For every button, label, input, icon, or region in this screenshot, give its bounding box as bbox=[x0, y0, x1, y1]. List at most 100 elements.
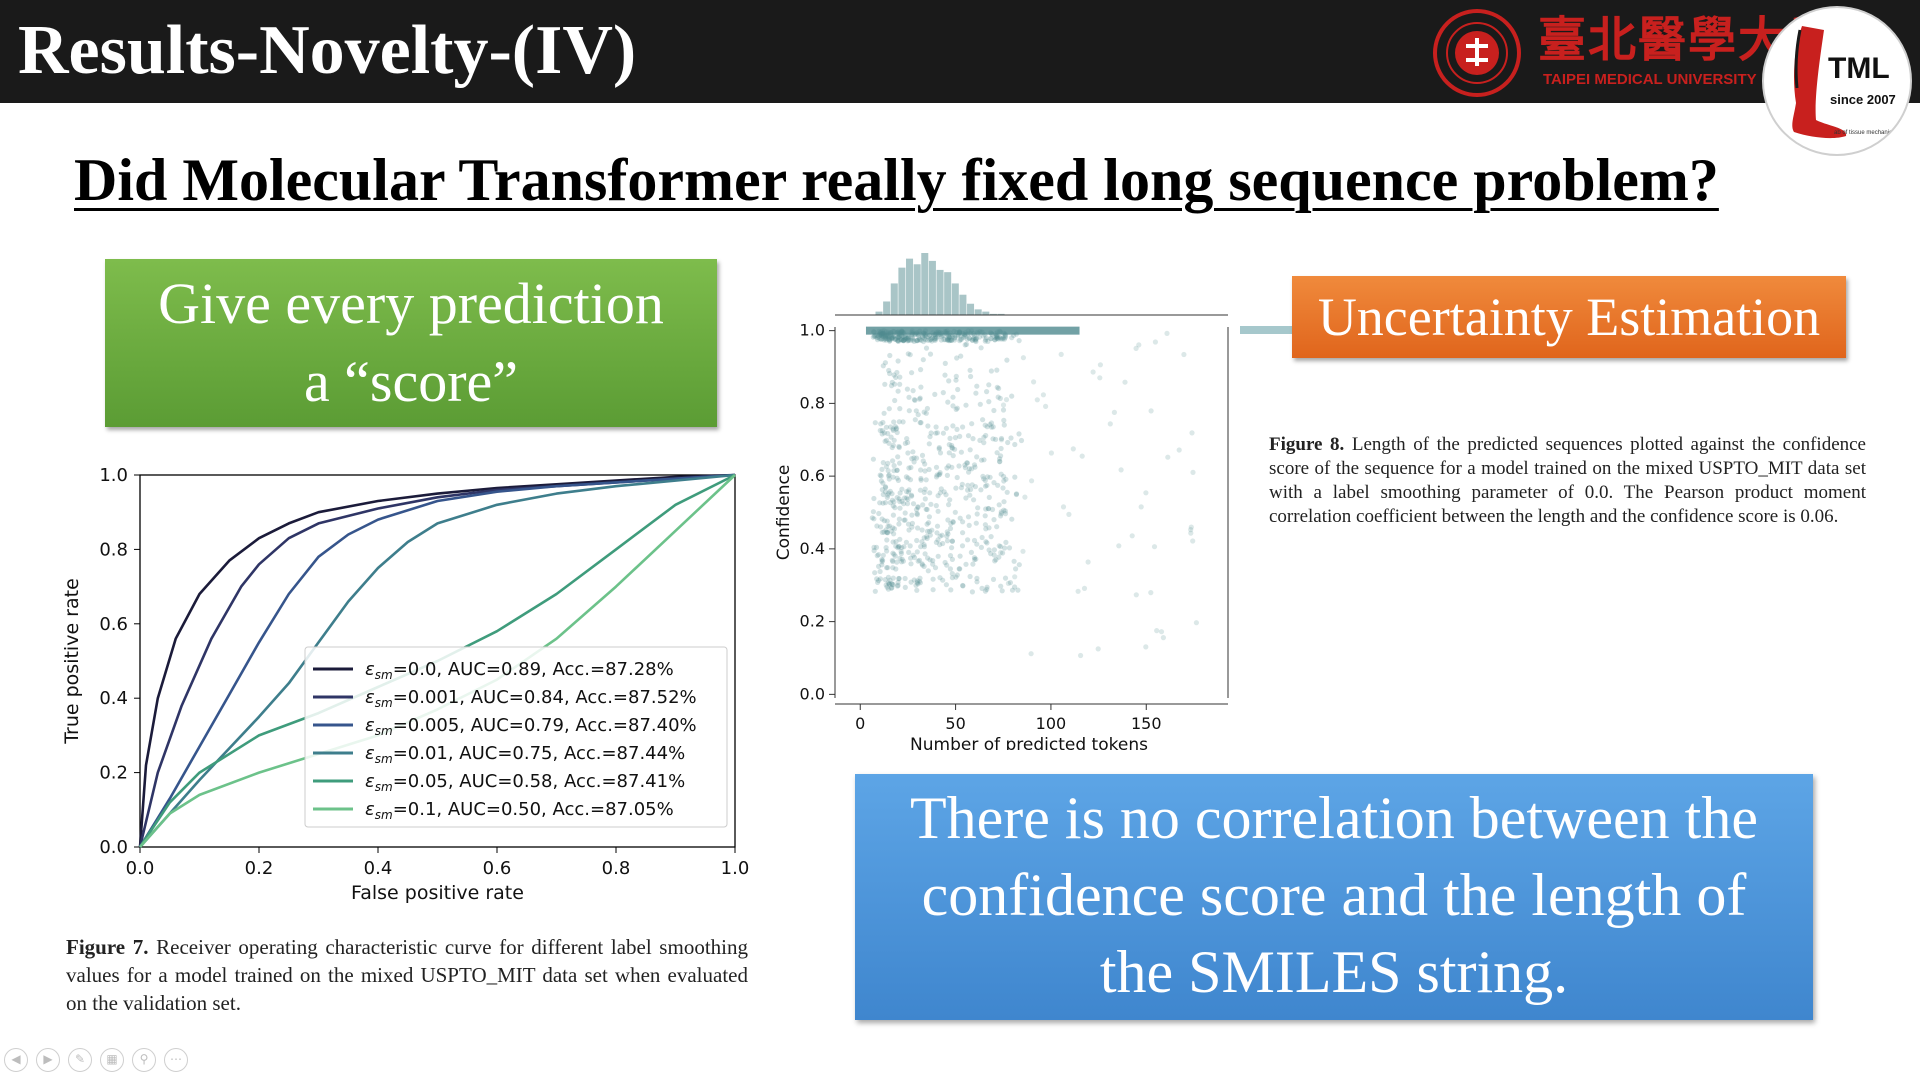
scatter-point bbox=[905, 334, 911, 340]
scatter-point bbox=[909, 512, 915, 518]
scatter-point bbox=[883, 582, 889, 588]
roc-x-tick-label: 0.6 bbox=[483, 858, 512, 879]
scatter-point bbox=[904, 501, 911, 507]
scatter-point bbox=[1165, 454, 1171, 460]
scatter-y-tick-label: 0.6 bbox=[800, 466, 825, 485]
scatter-point bbox=[898, 336, 904, 343]
scatter-point bbox=[909, 336, 916, 342]
scatter-point bbox=[900, 337, 906, 343]
scatter-point bbox=[915, 558, 921, 564]
scatter-point bbox=[933, 539, 939, 545]
scatter-point bbox=[996, 336, 1002, 342]
scatter-point bbox=[926, 520, 932, 526]
scatter-point bbox=[996, 334, 1002, 340]
scatter-point bbox=[907, 543, 913, 549]
scatter-point bbox=[880, 552, 886, 558]
scatter-point bbox=[878, 478, 884, 484]
scatter-point bbox=[1016, 338, 1022, 344]
scatter-point bbox=[915, 581, 921, 587]
scatter-point bbox=[949, 556, 955, 562]
zoom-icon[interactable]: ⚲ bbox=[132, 1048, 156, 1072]
scatter-point bbox=[921, 544, 927, 550]
scatter-point bbox=[937, 450, 944, 456]
scatter-point bbox=[919, 539, 925, 545]
scatter-point bbox=[944, 337, 950, 343]
scatter-point bbox=[920, 502, 926, 508]
scatter-point bbox=[1122, 379, 1128, 385]
pen-icon[interactable]: ✎ bbox=[68, 1048, 92, 1072]
scatter-point bbox=[879, 333, 885, 339]
scatter-y-axis-label: Confidence bbox=[775, 465, 794, 561]
scatter-point bbox=[945, 335, 951, 341]
scatter-point bbox=[953, 373, 959, 379]
scatter-point bbox=[888, 424, 894, 430]
scatter-point bbox=[985, 505, 991, 512]
scatter-point bbox=[880, 491, 886, 498]
scatter-point bbox=[956, 566, 962, 572]
scatter-point bbox=[960, 582, 966, 589]
scatter-point bbox=[874, 576, 880, 582]
slides-icon[interactable]: ▦ bbox=[100, 1048, 124, 1072]
scatter-point bbox=[965, 514, 972, 520]
forward-icon[interactable]: ▶ bbox=[36, 1048, 60, 1072]
scatter-point bbox=[909, 456, 915, 462]
scatter-point bbox=[890, 539, 896, 545]
scatter-point bbox=[983, 526, 989, 532]
scatter-point bbox=[910, 388, 916, 394]
tml-subtitle: ab of tissue mechanics bbox=[1834, 130, 1896, 136]
roc-y-tick-label: 0.2 bbox=[99, 763, 128, 784]
scatter-point bbox=[1001, 417, 1007, 423]
scatter-point bbox=[949, 538, 955, 544]
scatter-point bbox=[998, 336, 1004, 342]
scatter-point bbox=[940, 430, 946, 436]
conclusion-line1: There is no correlation between the bbox=[910, 785, 1758, 851]
scatter-point bbox=[1003, 397, 1010, 403]
scatter-point bbox=[874, 523, 880, 529]
scatter-point bbox=[993, 557, 999, 563]
scatter-point bbox=[960, 334, 966, 340]
scatter-point bbox=[936, 472, 942, 478]
scatter-point bbox=[963, 561, 969, 567]
scatter-y-tick-label: 0.4 bbox=[800, 539, 825, 558]
scatter-point bbox=[908, 337, 914, 343]
scatter-point bbox=[994, 367, 1000, 373]
scatter-point bbox=[1136, 342, 1142, 348]
scatter-point bbox=[954, 572, 960, 578]
more-icon[interactable]: ⋯ bbox=[164, 1048, 188, 1072]
scatter-point bbox=[892, 336, 898, 342]
scatter-point bbox=[886, 338, 893, 344]
scatter-point bbox=[960, 583, 966, 589]
scatter-point bbox=[906, 487, 912, 493]
scatter-point bbox=[1008, 435, 1014, 441]
scatter-point bbox=[922, 551, 928, 557]
scatter-point bbox=[993, 334, 999, 340]
scatter-point bbox=[982, 588, 988, 594]
scatter-point bbox=[946, 450, 952, 456]
scatter-point bbox=[901, 334, 908, 340]
scatter-point bbox=[914, 510, 920, 517]
scatter-point bbox=[883, 336, 889, 342]
scatter-point bbox=[970, 336, 976, 342]
scatter-point bbox=[988, 420, 995, 426]
callout-connector bbox=[1240, 326, 1292, 334]
scatter-point bbox=[902, 440, 908, 446]
histogram-bar bbox=[951, 283, 959, 315]
scatter-point bbox=[990, 424, 996, 430]
roc-x-tick-label: 0.8 bbox=[602, 858, 631, 879]
score-callout: Give every prediction a “score” bbox=[105, 259, 717, 427]
scatter-point bbox=[886, 581, 892, 587]
scatter-point bbox=[879, 487, 885, 493]
scatter-point bbox=[883, 485, 889, 491]
scatter-point bbox=[969, 482, 975, 488]
scatter-point bbox=[993, 436, 999, 442]
histogram-bar bbox=[967, 303, 975, 315]
scatter-point bbox=[938, 337, 944, 343]
scatter-point bbox=[963, 341, 970, 347]
scatter-point bbox=[871, 548, 877, 554]
back-icon[interactable]: ◀ bbox=[4, 1048, 28, 1072]
scatter-point bbox=[979, 585, 985, 591]
scatter-point bbox=[889, 497, 896, 503]
scatter-point bbox=[895, 545, 901, 551]
histogram-bar bbox=[928, 260, 936, 315]
scatter-point bbox=[969, 421, 975, 427]
